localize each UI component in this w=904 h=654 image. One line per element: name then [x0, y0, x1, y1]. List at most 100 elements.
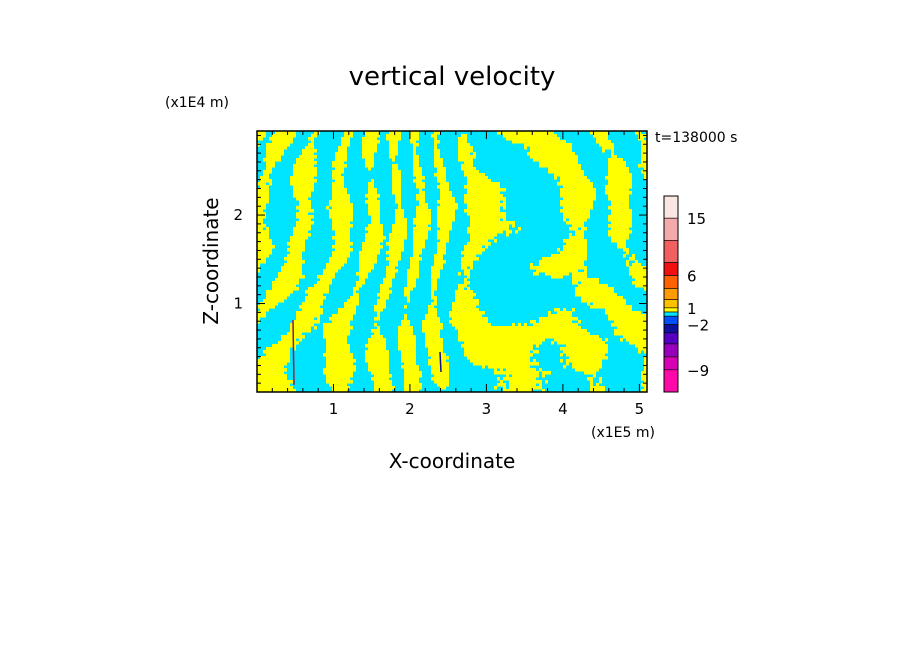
updraft-region [497, 377, 500, 381]
updraft-region [398, 329, 413, 333]
updraft-region [323, 326, 353, 330]
updraft-region [404, 287, 413, 291]
updraft-region [467, 203, 506, 207]
updraft-region [467, 206, 500, 210]
updraft-region [263, 170, 272, 174]
updraft-region [416, 185, 425, 189]
updraft-region [362, 152, 374, 156]
updraft-region [290, 245, 305, 249]
updraft-region [362, 248, 380, 252]
updraft-region [464, 350, 530, 354]
updraft-region [464, 269, 470, 273]
updraft-region [419, 188, 422, 192]
updraft-region [530, 146, 572, 150]
updraft-region [584, 269, 587, 273]
updraft-region [407, 275, 419, 279]
updraft-region [257, 374, 287, 378]
updraft-region [611, 239, 626, 243]
updraft-region [578, 320, 581, 324]
updraft-region [362, 137, 377, 141]
colorbar-label: −2 [687, 317, 709, 335]
colorbar-band [663, 217, 679, 241]
updraft-region [395, 209, 404, 213]
updraft-region [323, 269, 338, 273]
updraft-region [569, 227, 578, 231]
updraft-region [266, 167, 272, 171]
updraft-region [464, 200, 500, 204]
updraft-region [461, 167, 476, 171]
updraft-region [533, 272, 539, 276]
updraft-region [407, 278, 416, 282]
x-tick-label: 4 [558, 400, 568, 418]
updraft-region [392, 224, 407, 228]
updraft-region [461, 134, 467, 138]
updraft-region [278, 272, 302, 276]
updraft-region [308, 137, 314, 141]
updraft-region [332, 245, 350, 249]
updraft-region [581, 227, 587, 231]
updraft-region [434, 149, 440, 153]
updraft-region [608, 164, 626, 168]
updraft-region [365, 356, 389, 360]
updraft-region [458, 149, 473, 153]
updraft-region [293, 230, 308, 234]
colorbar-band [663, 262, 679, 276]
y-axis-label: Z-coordinate [199, 197, 223, 324]
updraft-region [581, 281, 599, 285]
updraft-region [365, 158, 374, 162]
updraft-region [467, 356, 530, 360]
updraft-region [620, 338, 623, 342]
updraft-region [353, 293, 359, 297]
updraft-region [365, 194, 380, 198]
updraft-region [575, 287, 614, 291]
updraft-region [434, 164, 443, 168]
plot-frame [256, 130, 648, 393]
updraft-region [533, 359, 536, 363]
updraft-region [503, 200, 506, 204]
updraft-region [296, 161, 317, 165]
updraft-region [332, 386, 350, 390]
updraft-region [644, 356, 647, 360]
updraft-region [428, 350, 443, 354]
updraft-region [332, 320, 350, 324]
updraft-region [437, 200, 455, 204]
updraft-region [335, 158, 347, 162]
updraft-region [257, 206, 266, 210]
updraft-region [461, 260, 473, 264]
updraft-region [458, 140, 467, 144]
updraft-region [431, 281, 437, 285]
updraft-region [644, 350, 647, 354]
updraft-region [281, 269, 302, 273]
updraft-region [314, 131, 320, 135]
colorbar-band [663, 332, 679, 345]
updraft-region [359, 251, 380, 255]
updraft-region [365, 233, 383, 237]
updraft-region [611, 200, 629, 204]
updraft-region [326, 377, 350, 381]
updraft-region [266, 347, 290, 351]
updraft-region [257, 368, 287, 372]
updraft-region [641, 377, 647, 381]
updraft-region [404, 386, 422, 390]
updraft-region [359, 266, 374, 270]
updraft-region [332, 389, 347, 392]
colorbar-band [663, 343, 679, 358]
updraft-region [539, 368, 542, 372]
updraft-region [263, 350, 290, 354]
updraft-region [605, 311, 641, 315]
updraft-region [305, 290, 329, 294]
updraft-region [506, 137, 560, 141]
updraft-region [464, 245, 482, 249]
updraft-region [404, 377, 419, 381]
updraft-region [422, 320, 440, 324]
updraft-region [464, 248, 485, 252]
updraft-region [374, 389, 392, 392]
updraft-region [386, 266, 395, 270]
updraft-region [257, 188, 269, 192]
velocity-field [257, 131, 647, 392]
updraft-region [572, 365, 602, 369]
updraft-region [608, 179, 632, 183]
updraft-region [431, 293, 434, 297]
updraft-region [530, 320, 536, 324]
updraft-region [608, 194, 629, 198]
